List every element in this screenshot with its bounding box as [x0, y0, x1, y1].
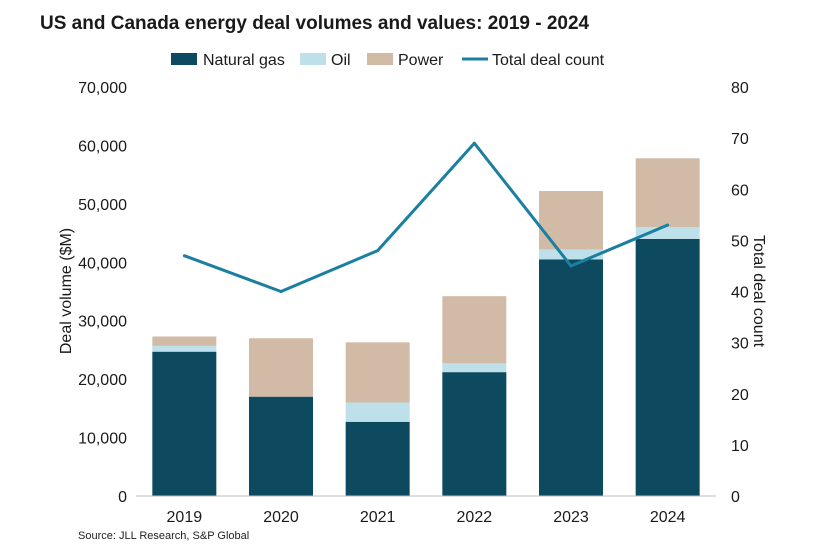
- y-tick-label: 0: [118, 489, 127, 506]
- legend-label-natural-gas: Natural gas: [203, 52, 285, 69]
- x-tick-label: 2024: [650, 509, 686, 526]
- legend-label-total-deal-count: Total deal count: [492, 52, 605, 69]
- bar-oil-2023: [539, 249, 603, 260]
- y2-axis-title: Total deal count: [750, 235, 767, 348]
- point-total-deal-count-2021: [376, 249, 380, 253]
- x-tick-label: 2021: [360, 509, 396, 526]
- bars-layer: [152, 158, 700, 496]
- point-total-deal-count-2024: [666, 223, 670, 227]
- line-layer: [182, 141, 670, 293]
- legend-swatch-power: [367, 53, 393, 65]
- x-tick-label: 2020: [263, 509, 299, 526]
- x-tick-label: 2023: [553, 509, 589, 526]
- y2-tick-label: 60: [731, 182, 749, 199]
- bar-natural-gas-2020: [249, 396, 313, 496]
- bar-oil-2024: [635, 227, 700, 239]
- bar-power-2023: [539, 191, 603, 250]
- bar-power-2019: [152, 336, 217, 346]
- legend-label-power: Power: [398, 52, 444, 69]
- bar-natural-gas-2021: [345, 421, 410, 496]
- bar-natural-gas-2023: [539, 259, 603, 496]
- y2-tick-label: 80: [731, 80, 749, 97]
- chart-title: US and Canada energy deal volumes and va…: [40, 13, 590, 34]
- legend-swatch-natural-gas: [171, 53, 197, 65]
- bar-oil-2021: [345, 402, 410, 422]
- x-tick-label: 2022: [457, 509, 493, 526]
- legend-label-oil: Oil: [331, 52, 351, 69]
- y-tick-label: 10,000: [78, 431, 127, 448]
- y-tick-label: 70,000: [78, 80, 127, 97]
- bar-natural-gas-2024: [635, 238, 700, 496]
- point-total-deal-count-2020: [279, 290, 283, 293]
- bar-power-2021: [345, 342, 410, 403]
- y-tick-label: 30,000: [78, 314, 127, 331]
- y-tick-label: 50,000: [78, 197, 127, 214]
- y2-tick-label: 50: [731, 233, 749, 250]
- legend: Natural gas Oil Power Total deal count: [171, 52, 605, 69]
- y2-tick-label: 70: [731, 131, 749, 148]
- point-total-deal-count-2022: [472, 141, 476, 145]
- y-tick-label: 40,000: [78, 255, 127, 272]
- y-tick-label: 60,000: [78, 138, 127, 155]
- y-axis-title: Deal volume ($M): [58, 228, 75, 354]
- bar-oil-2019: [152, 345, 217, 352]
- y2-tick-label: 20: [731, 387, 749, 404]
- bar-natural-gas-2022: [442, 372, 507, 496]
- y2-tick-label: 40: [731, 285, 749, 302]
- bar-natural-gas-2019: [152, 351, 217, 496]
- y2-tick-label: 30: [731, 336, 749, 353]
- y2-tick-label: 10: [731, 438, 749, 455]
- y-tick-label: 20,000: [78, 372, 127, 389]
- bar-oil-2022: [442, 363, 507, 373]
- bar-power-2020: [249, 338, 313, 397]
- bar-power-2024: [635, 158, 700, 228]
- axes-layer: 2019 2020 2021 2022 2023 2024 0 10,000 20,000 30,…: [58, 80, 767, 526]
- line-total-deal-count: [183, 141, 669, 293]
- source-note: Source: JLL Research, S&P Global: [78, 530, 250, 542]
- bar-power-2022: [442, 296, 507, 364]
- legend-swatch-oil: [300, 53, 326, 65]
- point-total-deal-count-2023: [569, 264, 573, 268]
- x-tick-label: 2019: [167, 509, 203, 526]
- point-total-deal-count-2019: [182, 254, 186, 258]
- y2-tick-label: 0: [731, 489, 740, 506]
